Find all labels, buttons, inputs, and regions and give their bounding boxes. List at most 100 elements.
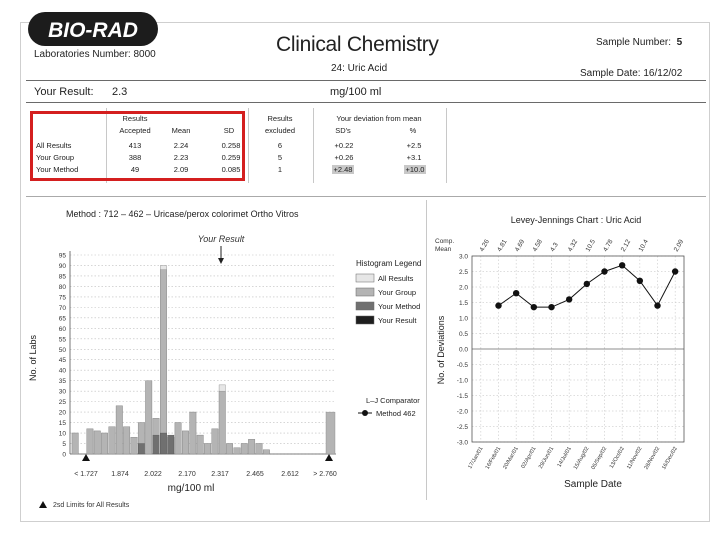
bar-your-group (218, 390, 226, 455)
histogram-y-label: No. of Labs (28, 334, 38, 381)
legend-title: Histogram Legend (356, 259, 421, 268)
bar-your-group (101, 432, 108, 455)
y-tick-label: 3.0 (459, 254, 468, 261)
histogram-legend: Histogram Legend All Results Your Group Yo… (355, 259, 421, 418)
data-point (601, 268, 608, 275)
row-mean: 2.23 (173, 153, 189, 162)
header-sd: SD (223, 126, 235, 135)
y-tick-label: 60 (59, 326, 67, 333)
row-sds: +0.26 (334, 153, 354, 162)
lj-comparator-item: Method 462 (376, 409, 416, 418)
bar-your-group (86, 428, 94, 455)
divider (26, 196, 706, 197)
limit-marker-icon (39, 501, 47, 508)
y-tick-label: 75 (59, 294, 67, 301)
your-result-arrow-icon (218, 258, 224, 264)
bar-your-group (174, 422, 182, 455)
legend-swatch (355, 273, 375, 283)
footnote: 2sd Limits for All Results (39, 501, 130, 509)
legend-swatch (355, 287, 375, 297)
lj-x-ticks: 17/Jan/01 16/Feb/01 20/Mar/01 02/Apr/01 29/J… (467, 446, 679, 471)
x-tick-label: 02/Apr/01 (520, 446, 537, 470)
svg-text:BIO-RAD: BIO-RAD (48, 19, 138, 42)
data-point (512, 290, 520, 297)
row-accepted: 49 (130, 165, 140, 174)
result-unit: mg/100 ml (330, 86, 382, 98)
lj-x-label: Sample Date (564, 479, 622, 490)
your-result-value: 2.3 (112, 86, 128, 98)
y-tick-label: 15 (59, 420, 67, 427)
header-deviation: Your deviation from mean (336, 114, 422, 123)
comp-mean-label: 4.26 (479, 238, 492, 253)
x-tick-label: 20/Mar/01 (502, 446, 520, 470)
bar-your-group (233, 447, 241, 455)
data-point (618, 262, 626, 269)
panel-divider (426, 200, 427, 500)
bar-your-group (182, 430, 189, 455)
y-tick-label: 2.0 (459, 285, 468, 292)
lj-comparator-title: L–J Comparator (366, 396, 420, 405)
legend-swatch (355, 315, 375, 325)
data-point (671, 268, 679, 275)
bar-your-group (71, 432, 79, 455)
row-sd: 0.258 (221, 141, 241, 150)
bar-your-group (226, 443, 233, 455)
row-sds: +0.22 (334, 141, 354, 150)
data-point (565, 296, 573, 303)
row-mean: 2.09 (173, 165, 189, 174)
bar-your-group (93, 430, 101, 455)
data-point (495, 302, 502, 309)
limit-marker-icon (82, 454, 90, 461)
row-accepted: 413 (128, 141, 142, 150)
lj-series-line (495, 262, 679, 311)
bar-your-group (160, 269, 167, 455)
bar-your-group (130, 437, 138, 455)
laboratory-number: Laboratories Number: 8000 (34, 49, 156, 60)
y-tick-label: 5 (62, 441, 66, 448)
y-tick-label: 30 (59, 389, 67, 396)
histogram-x-label: mg/100 ml (168, 483, 215, 494)
bio-rad-logo: BIO-RAD (28, 12, 158, 46)
x-tick-label: 2.465 (246, 471, 264, 478)
comp-mean-label: 2.12 (620, 238, 633, 253)
limit-marker-icon (325, 454, 333, 461)
lj-mean-label: Mean (435, 246, 452, 253)
data-point (636, 277, 644, 284)
histogram-title: Method : 712 – 462 – Uricase/perox color… (66, 209, 299, 219)
lj-comparator-marker (362, 410, 368, 416)
lj-chart: Levey-Jennings Chart : Uric Acid Comp. M… (435, 215, 686, 490)
x-tick-label: 14/Jul/01 (557, 446, 573, 468)
header-results-ex: Results (267, 114, 293, 123)
bar-your-group (255, 443, 263, 455)
divider (26, 80, 706, 81)
histogram-grid (69, 251, 336, 455)
bar-right-bin (325, 411, 336, 455)
comp-mean-label: 2.09 (673, 238, 686, 253)
y-tick-label: 85 (59, 273, 67, 280)
column-divider (313, 108, 314, 183)
header-sds: SD's (335, 126, 351, 135)
x-tick-label: 28/Nov/02 (643, 446, 661, 471)
histogram-x-ticks: < 1.727 1.874 2.022 2.170 2.317 2.465 2.612 > 2… (74, 471, 337, 478)
data-point (583, 280, 591, 288)
bar-your-group (262, 449, 270, 455)
header-accepted: Accepted (119, 126, 151, 135)
x-tick-label: 2.317 (211, 471, 229, 478)
comp-mean-label: 4.3 (549, 241, 560, 253)
sample-number: Sample Number: 5 (596, 37, 683, 48)
y-tick-label: 10 (59, 431, 67, 438)
y-tick-label: 25 (59, 399, 67, 406)
y-tick-label: 50 (59, 347, 67, 354)
row-excluded: 6 (277, 141, 283, 150)
data-point (654, 302, 661, 309)
x-tick-label: 29/Jun/01 (538, 446, 555, 470)
histogram-bars (71, 246, 336, 461)
header-pct: % (409, 126, 417, 135)
y-tick-label: 0 (62, 452, 66, 459)
comp-mean-label: 4.81 (496, 238, 509, 253)
y-tick-label: -3.0 (457, 440, 469, 447)
legend-label: Your Method (378, 302, 420, 311)
data-point (548, 303, 555, 311)
y-tick-label: 1.0 (459, 316, 468, 323)
header-results: Results (122, 114, 148, 123)
